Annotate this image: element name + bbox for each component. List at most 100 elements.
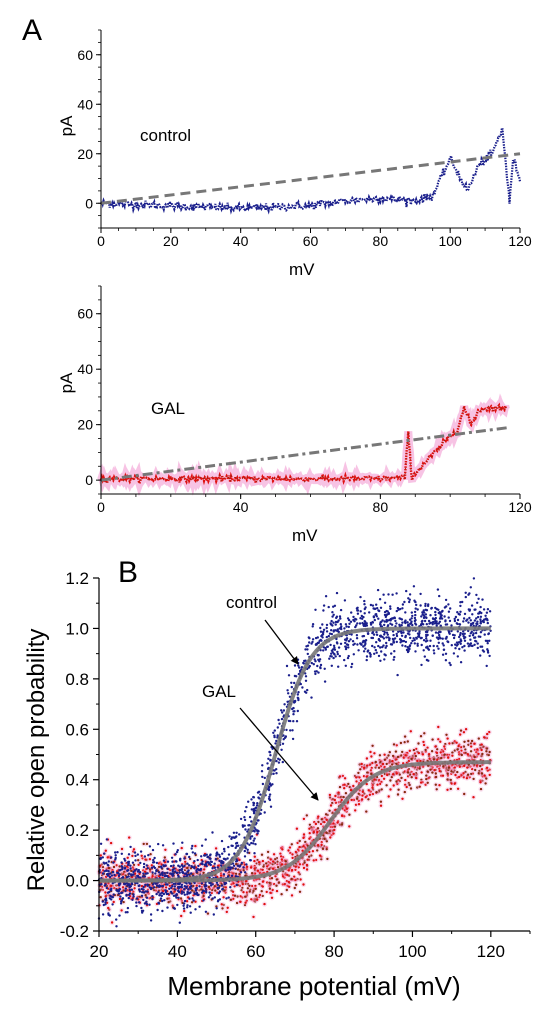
- control-point: [182, 902, 186, 905]
- control-point: [132, 893, 135, 896]
- control-point: [151, 848, 155, 852]
- control-point: [408, 600, 411, 604]
- gal-point: [360, 798, 364, 801]
- gal-point: [99, 896, 102, 899]
- gal-point: [343, 787, 346, 790]
- control-point: [185, 852, 189, 856]
- control-point: [216, 866, 219, 869]
- control-point: [325, 630, 329, 633]
- control-point: [334, 623, 337, 626]
- gal-point: [383, 765, 386, 769]
- control-point: [287, 692, 290, 695]
- control-point: [477, 597, 480, 600]
- control-point: [142, 872, 145, 875]
- gal-point: [298, 890, 302, 893]
- gal-point: [451, 751, 454, 754]
- control-point: [458, 647, 461, 651]
- gal-point: [427, 755, 431, 758]
- control-point: [261, 764, 264, 767]
- gal-point: [373, 778, 376, 781]
- gal-point: [385, 756, 389, 759]
- control-point: [330, 664, 333, 667]
- gal-point: [476, 748, 479, 751]
- gal-point: [440, 774, 443, 777]
- gal-point: [164, 848, 167, 851]
- control-point: [282, 709, 286, 712]
- gal-point: [314, 822, 318, 826]
- gal-point: [345, 807, 349, 810]
- control-point: [356, 622, 359, 625]
- gal-point: [296, 877, 299, 881]
- control-point: [439, 630, 442, 634]
- gal-point: [198, 889, 201, 892]
- gal-point: [373, 752, 376, 755]
- control-point: [296, 696, 299, 699]
- gal-point: [131, 866, 135, 869]
- gal-point: [481, 752, 484, 756]
- gal-point: [418, 785, 421, 788]
- gal-point: [118, 897, 122, 901]
- control-point: [112, 893, 115, 896]
- gal-point: [475, 755, 478, 758]
- gal-point: [479, 764, 482, 768]
- control-point: [401, 603, 405, 606]
- control-point: [277, 761, 281, 764]
- control-point: [121, 891, 124, 894]
- control-point: [383, 601, 387, 604]
- gal-point: [104, 849, 108, 852]
- control-point: [151, 871, 154, 874]
- control-point: [174, 853, 177, 856]
- gal-point: [427, 753, 431, 756]
- gal-point: [395, 762, 398, 765]
- gal-point: [470, 755, 474, 759]
- gal-point: [283, 883, 286, 886]
- gal-point: [419, 735, 423, 738]
- gal-point: [249, 888, 252, 891]
- control-point: [302, 661, 305, 665]
- control-point: [173, 867, 176, 870]
- gal-point: [104, 875, 108, 879]
- gal-point: [115, 864, 118, 867]
- gal-point: [392, 773, 395, 776]
- gal-point: [462, 745, 466, 748]
- control-point: [263, 800, 267, 803]
- gal-point: [360, 762, 363, 766]
- control-point: [209, 863, 212, 867]
- control-point: [383, 610, 387, 614]
- gal-point: [184, 862, 187, 866]
- control-point: [275, 772, 278, 775]
- gal-point: [325, 840, 328, 843]
- control-point: [486, 608, 490, 611]
- control-point: [118, 888, 121, 892]
- control-point: [452, 636, 456, 640]
- gal-point: [131, 854, 134, 858]
- control-point: [110, 874, 114, 877]
- control-point: [420, 643, 423, 647]
- gal-point: [241, 883, 244, 886]
- gal-point: [226, 906, 229, 909]
- gal-point: [468, 754, 472, 757]
- gal-point: [171, 904, 174, 907]
- control-point: [119, 895, 122, 898]
- gal-point: [265, 862, 268, 865]
- gal-point: [275, 878, 278, 881]
- control-point: [148, 845, 152, 848]
- control-point: [450, 644, 453, 647]
- gal-point: [198, 882, 201, 885]
- control-point: [139, 850, 143, 853]
- a2-ytick-label: 0: [85, 472, 93, 488]
- gal-point: [279, 852, 282, 855]
- control-point: [291, 707, 294, 711]
- control-point: [193, 860, 196, 863]
- control-point: [384, 646, 387, 649]
- gal-point: [488, 773, 491, 777]
- gal-point: [365, 757, 369, 760]
- gal-point: [456, 770, 459, 774]
- gal-point: [340, 814, 344, 818]
- gal-point: [451, 742, 454, 745]
- gal-point: [443, 753, 446, 756]
- control-point: [213, 896, 216, 899]
- gal-point: [115, 884, 118, 887]
- gal-point: [392, 743, 396, 746]
- gal-point: [244, 880, 248, 883]
